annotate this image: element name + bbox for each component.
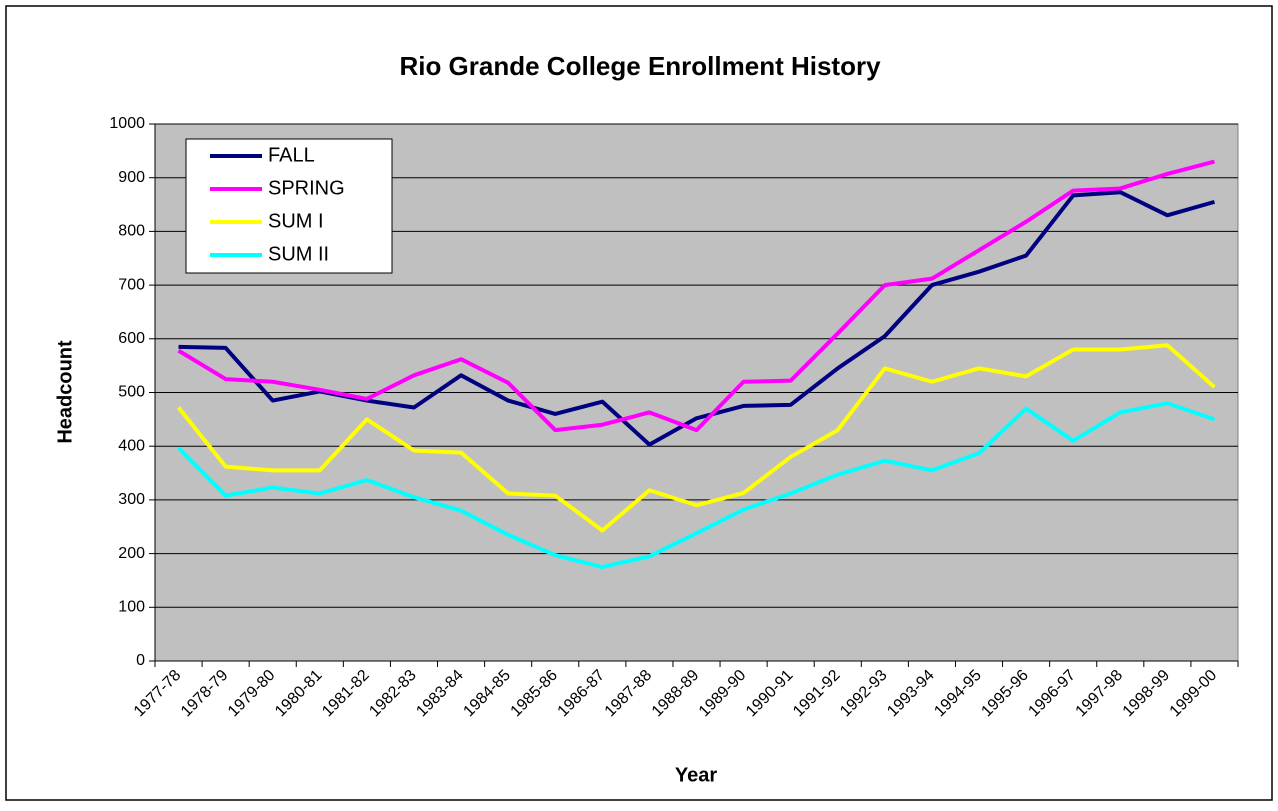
y-tick-label: 700 [118,276,145,293]
y-tick-label: 1000 [109,115,145,132]
y-tick-label: 200 [118,545,145,562]
legend-label: SUM I [268,210,324,232]
legend-label: SUM II [268,243,329,265]
x-axis-label: Year [675,764,717,786]
y-tick-label: 100 [118,599,145,616]
y-tick-label: 300 [118,491,145,508]
legend-label: SPRING [268,177,345,199]
y-tick-label: 900 [118,169,145,186]
y-axis-label: Headcount [54,340,76,444]
y-tick-label: 0 [136,652,145,669]
y-tick-label: 600 [118,330,145,347]
legend-label: FALL [268,144,315,166]
series-line [177,159,1215,433]
chart-title: Rio Grande College Enrollment History [399,51,881,81]
legend-box [185,138,393,274]
series-line [177,401,1216,570]
y-tick-label: 400 [118,437,145,454]
series-line [176,343,1216,533]
y-tick-label: 500 [118,384,145,401]
y-tick-label: 800 [118,223,145,240]
